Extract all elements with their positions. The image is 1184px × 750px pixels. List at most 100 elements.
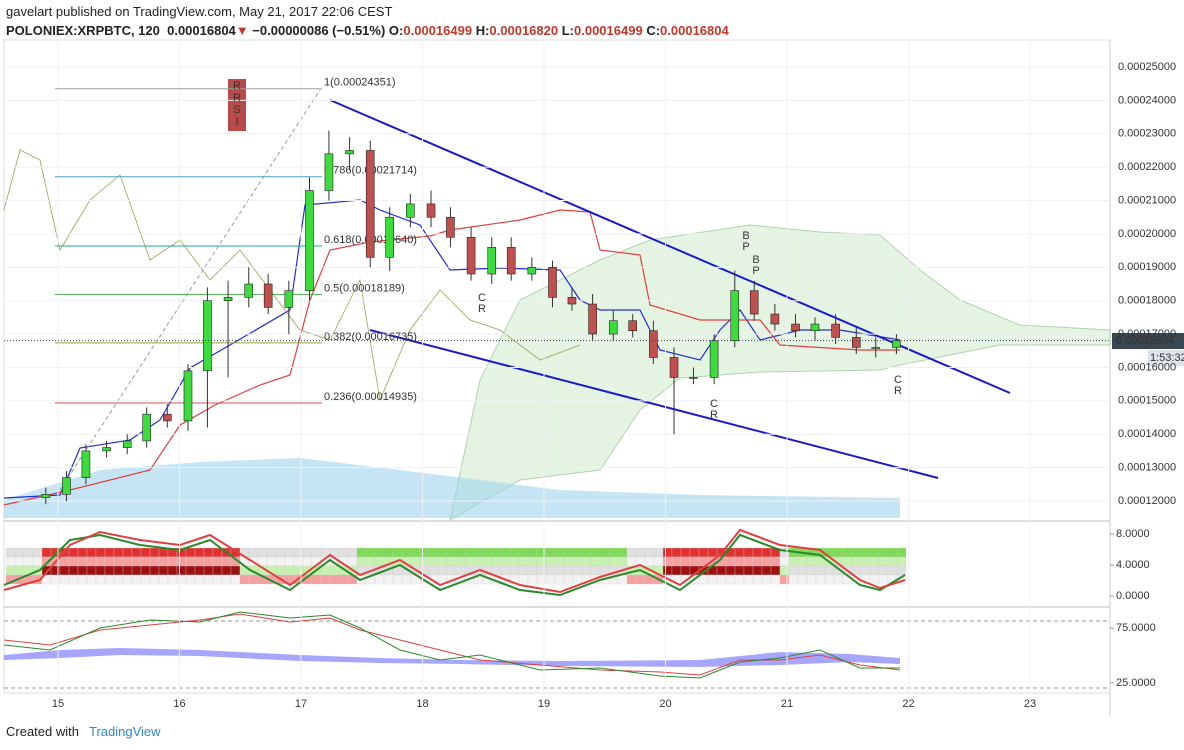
high: 0.00016820 <box>489 23 559 38</box>
heat-cell <box>743 565 754 576</box>
heat-cell <box>230 574 241 585</box>
heat-cell <box>167 556 178 567</box>
heat-cell <box>203 565 214 576</box>
heat-cell <box>527 547 538 558</box>
heat-cell <box>662 556 673 567</box>
heat-cell <box>752 556 763 567</box>
heat-cell <box>455 565 466 576</box>
heat-cell <box>401 547 412 558</box>
heat-cell <box>500 565 511 576</box>
heat-cell <box>131 565 142 576</box>
heat-cell <box>212 556 223 567</box>
heat-cell <box>698 547 709 558</box>
heat-cell <box>527 556 538 567</box>
heat-cell <box>5 556 16 567</box>
trendline <box>369 329 939 479</box>
heat-cell <box>833 547 844 558</box>
heat-cell <box>77 565 88 576</box>
candle-body <box>487 246 497 275</box>
x-tick-label: 17 <box>295 698 307 710</box>
candle-body <box>365 150 375 258</box>
heat-cell <box>788 565 799 576</box>
heat-cell <box>140 574 151 585</box>
heat-cell <box>644 547 655 558</box>
candle-body <box>810 323 820 332</box>
low: 0.00016499 <box>574 23 643 38</box>
heat-cell <box>185 565 196 576</box>
y-tick-label: 0.00022000 <box>1118 161 1176 173</box>
heat-cell <box>500 547 511 558</box>
open: 0.00016499 <box>403 23 473 38</box>
heat-cell <box>788 556 799 567</box>
heat-cell <box>734 574 745 585</box>
heat-cell <box>878 574 889 585</box>
y-tick-label: 0.00021000 <box>1118 194 1176 206</box>
heat-cell <box>176 574 187 585</box>
heat-cell <box>113 574 124 585</box>
heat-cell <box>581 547 592 558</box>
heat-cell <box>518 574 529 585</box>
heat-cell <box>50 574 61 585</box>
brand[interactable]: TradingView <box>88 724 161 739</box>
volume-area <box>4 458 900 518</box>
heat-cell <box>59 565 70 576</box>
y-tick-label: 0.00019000 <box>1118 261 1176 273</box>
candle-body <box>851 337 861 348</box>
change: −0.00000086 (−0.51%) <box>252 23 386 38</box>
heat-cell <box>482 556 493 567</box>
heat-cell <box>680 556 691 567</box>
h-label: H: <box>475 23 490 38</box>
candle-body <box>628 320 638 332</box>
heat-cell <box>158 574 169 585</box>
heat-cell <box>680 565 691 576</box>
heat-cell <box>257 556 268 567</box>
heat-cell <box>887 556 898 567</box>
heat-cell <box>662 547 673 558</box>
heat-cell <box>410 547 421 558</box>
y-tick-label: 25.0000 <box>1116 677 1156 689</box>
heat-cell <box>851 547 862 558</box>
candle-body <box>406 203 415 218</box>
heat-cell <box>212 574 223 585</box>
y-tick-label: 0.00020000 <box>1118 228 1176 240</box>
y-tick-label: 0.00024000 <box>1118 94 1176 106</box>
candle-body <box>263 283 273 308</box>
heat-cell <box>167 565 178 576</box>
x-tick-label: 23 <box>1024 698 1036 710</box>
heat-cell <box>554 547 565 558</box>
heat-cell <box>266 547 277 558</box>
heat-cell <box>689 556 700 567</box>
heat-cell <box>275 556 286 567</box>
heat-cell <box>212 547 223 558</box>
candle-body <box>770 313 780 325</box>
heat-cell <box>635 547 646 558</box>
heat-cell <box>491 547 502 558</box>
oscillator <box>3 533 906 597</box>
heat-cell <box>617 547 628 558</box>
candle-body <box>324 153 334 191</box>
heat-cell <box>554 565 565 576</box>
heat-cell <box>464 556 475 567</box>
heat-cell <box>824 565 835 576</box>
candle-body <box>709 340 719 378</box>
heat-cell <box>446 556 457 567</box>
footer: Created with TradingView <box>6 724 161 739</box>
heat-cell <box>59 556 70 567</box>
heat-cell <box>167 574 178 585</box>
heat-cell <box>509 565 520 576</box>
heat-cell <box>716 565 727 576</box>
heat-cell <box>779 565 790 576</box>
heat-cell <box>185 556 196 567</box>
heat-cell <box>248 547 259 558</box>
o-label: O: <box>388 23 404 38</box>
heat-cell <box>392 547 403 558</box>
heat-cell <box>68 565 79 576</box>
heat-cell <box>68 547 79 558</box>
heat-cell <box>86 547 97 558</box>
heat-cell <box>158 565 169 576</box>
heat-cell <box>446 547 457 558</box>
heat-cell <box>347 547 358 558</box>
heat-cell <box>275 565 286 576</box>
heat-cell <box>293 556 304 567</box>
close: 0.00016804 <box>660 23 729 38</box>
